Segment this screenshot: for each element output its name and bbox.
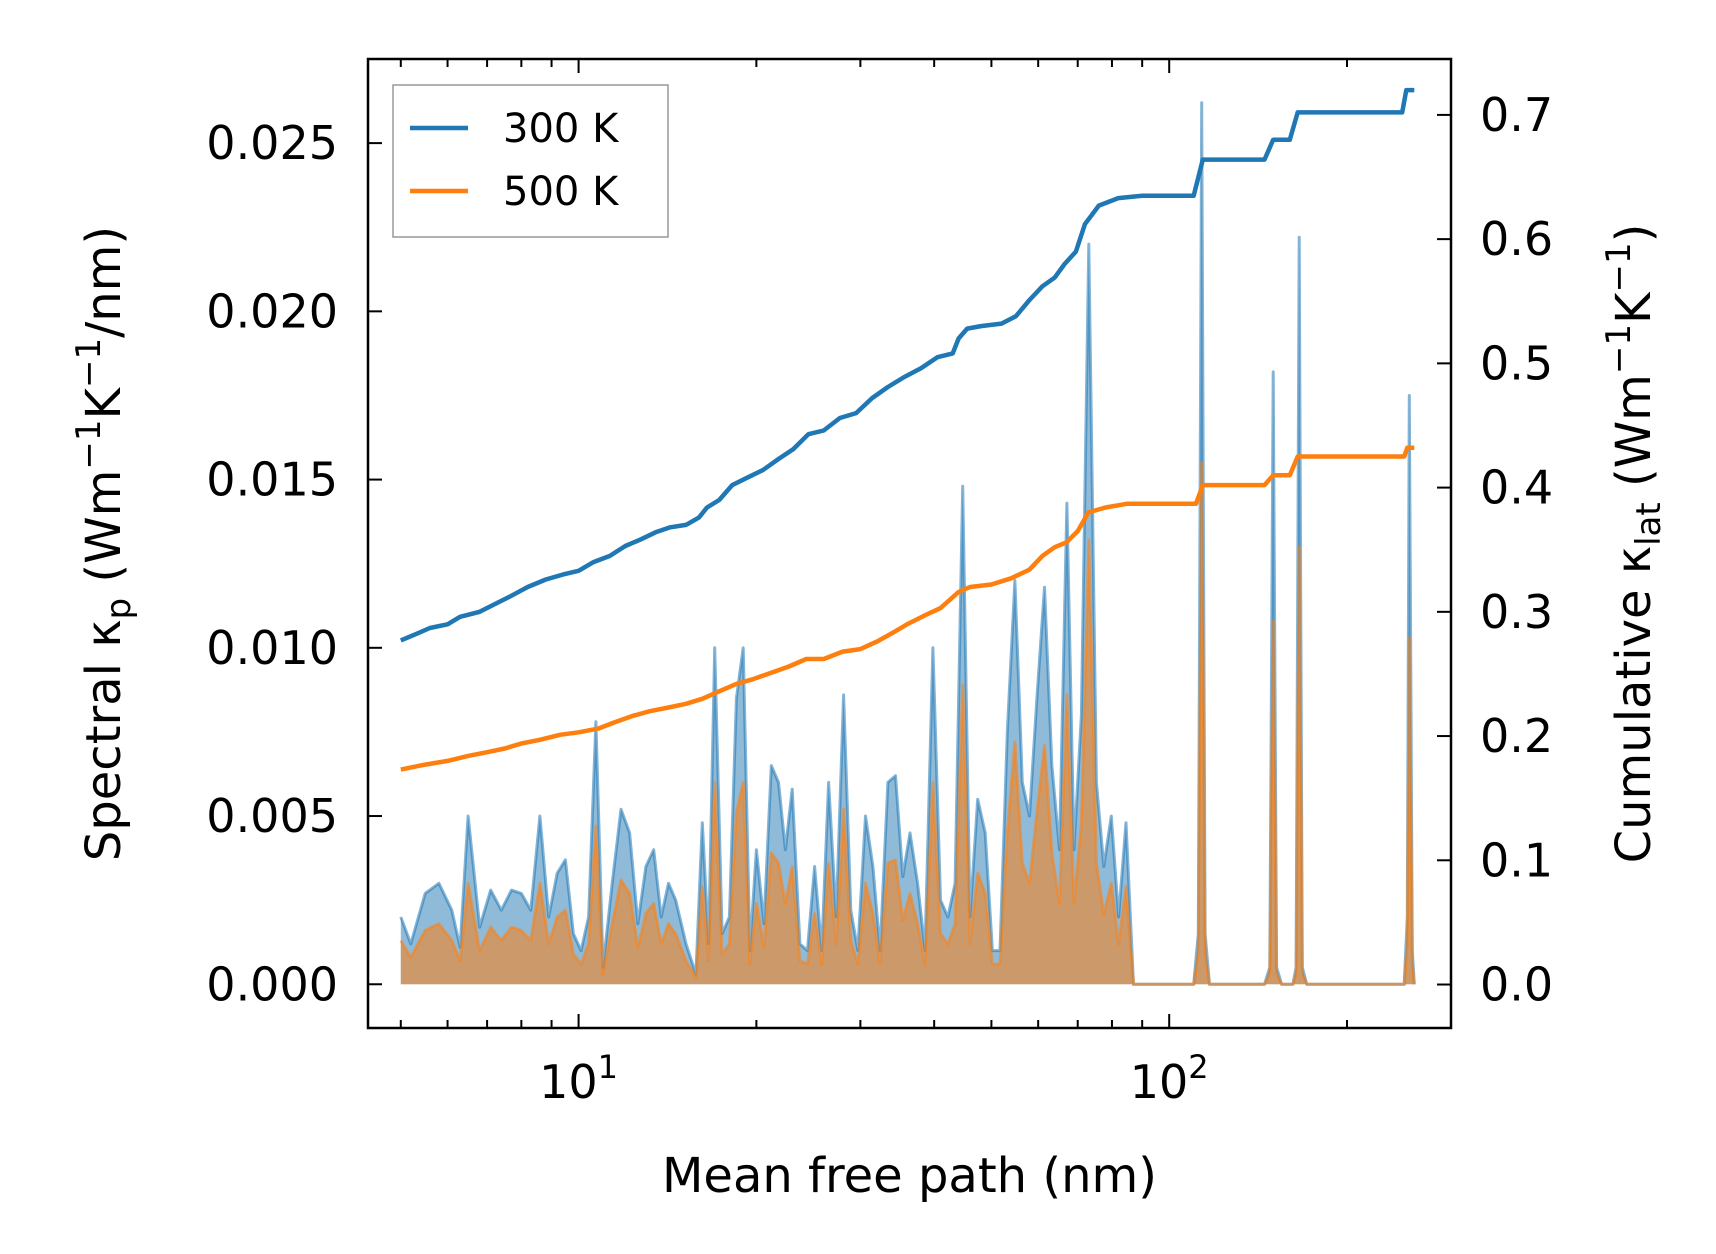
x-tick-label: 102 bbox=[1130, 1048, 1209, 1109]
y-right-axis-title-unit-tail: ) bbox=[1606, 224, 1662, 243]
y-left-tick-label: 0.020 bbox=[206, 284, 338, 338]
y-left-tick-label: 0.025 bbox=[206, 116, 338, 170]
y-right-tick-label: 0.2 bbox=[1480, 709, 1553, 763]
y-left-tick-label: 0.000 bbox=[206, 957, 338, 1011]
x-tick-exponent: 2 bbox=[1188, 1048, 1208, 1086]
y-left-tick-label: 0.015 bbox=[206, 453, 338, 507]
plot-area bbox=[399, 87, 1416, 986]
legend-label-300k: 300 K bbox=[503, 106, 620, 152]
y-left-axis-title-unit: (Wm bbox=[76, 470, 132, 598]
y-left-axis-title-exponent-1: −1 bbox=[69, 420, 109, 470]
y-left-axis-title-unit-tail: /nm) bbox=[76, 226, 132, 338]
y-right-axis-title-exponent-2: −1 bbox=[1599, 242, 1639, 292]
y-left-axis-title-subscript: p bbox=[99, 598, 139, 620]
y-right-axis-title-prefix: Cumulative κ bbox=[1606, 546, 1662, 864]
y-right-tick-label: 0.4 bbox=[1480, 461, 1553, 515]
y-right-tick-label: 0.1 bbox=[1480, 833, 1553, 887]
y-left-tick-label: 0.005 bbox=[206, 789, 338, 843]
spectral-line-500k bbox=[399, 461, 1416, 986]
y-right-axis-title: Cumulative κlat (Wm−1K−1) bbox=[1599, 224, 1669, 864]
y-right-tick-label: 0.3 bbox=[1480, 585, 1553, 639]
y-right-tick-label: 0.5 bbox=[1480, 336, 1553, 390]
x-tick-base: 10 bbox=[539, 1055, 598, 1109]
y-left-axis-title-unit-k: K bbox=[76, 387, 132, 420]
x-tick-exponent: 1 bbox=[598, 1048, 618, 1086]
y-right-tick-label: 0.7 bbox=[1480, 88, 1553, 142]
cumulative-line-500k bbox=[400, 445, 1415, 772]
y-right-axis-title-exponent-1: −1 bbox=[1599, 324, 1639, 374]
legend-label-500k: 500 K bbox=[503, 169, 620, 215]
x-tick-label: 101 bbox=[539, 1048, 618, 1109]
cumulative-line-300k bbox=[399, 87, 1415, 643]
y-right-tick-label: 0.6 bbox=[1480, 212, 1553, 266]
x-tick-base: 10 bbox=[1130, 1055, 1189, 1109]
legend: 300 K 500 K bbox=[392, 84, 669, 238]
x-axis-title: Mean free path (nm) bbox=[662, 1148, 1157, 1204]
y-right-axis-title-unit: (Wm bbox=[1606, 374, 1662, 502]
axes bbox=[366, 57, 1453, 1030]
y-left-tick-label: 0.010 bbox=[206, 621, 338, 675]
y-left-axis-title-prefix: Spectral κ bbox=[76, 619, 132, 861]
plot-frame bbox=[366, 57, 1453, 1030]
y-left-axis-title-exponent-2: −1 bbox=[69, 338, 109, 388]
legend-box bbox=[392, 84, 669, 238]
y-left-axis-title: Spectral κp (Wm−1K−1/nm) bbox=[69, 226, 139, 861]
y-right-tick-label: 0.0 bbox=[1480, 958, 1553, 1012]
axis-labels: 101 1020.0000.0050.0100.0150.0200.0250.00… bbox=[69, 88, 1669, 1204]
y-right-axis-title-unit-k: K bbox=[1606, 291, 1662, 324]
y-right-axis-title-subscript: lat bbox=[1629, 502, 1669, 546]
